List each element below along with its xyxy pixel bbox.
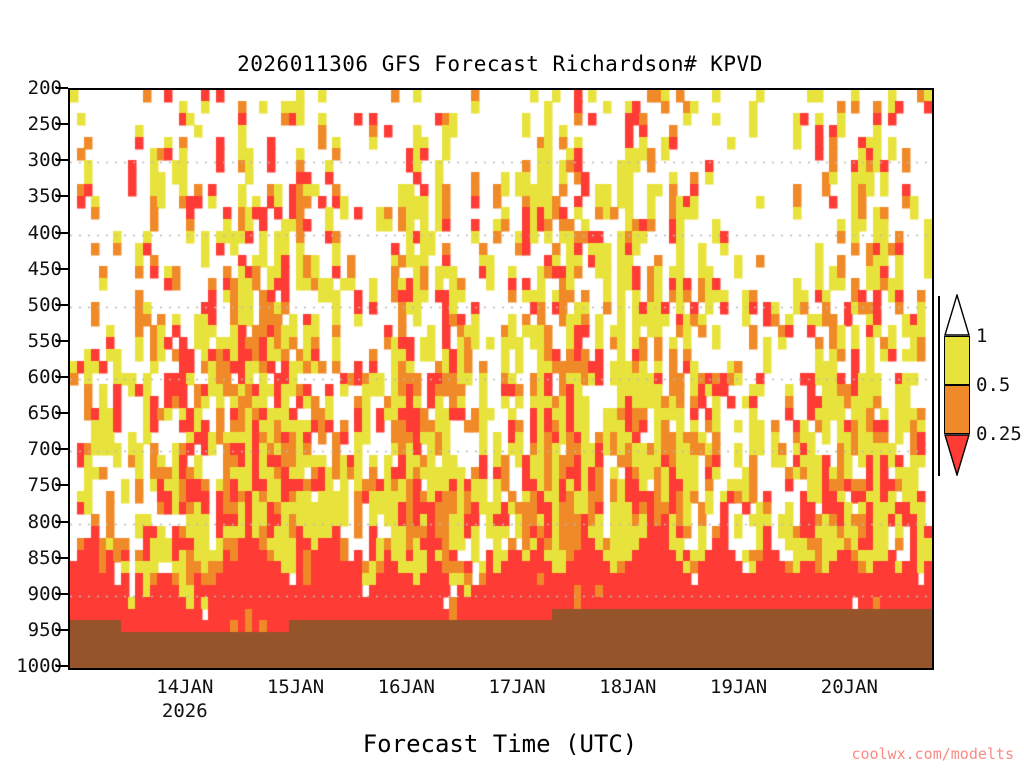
y-tick-label-350: 350 (27, 185, 62, 208)
colorbar-segment-0 (944, 336, 970, 385)
y-tick-mark-950 (56, 628, 68, 631)
y-tick-mark-700 (56, 448, 68, 451)
y-tick-label-400: 400 (27, 221, 62, 244)
colorbar-legend: 1 0.5 0.25 (938, 292, 1024, 478)
x-tick-date: 14JAN (156, 676, 214, 698)
y-tick-mark-1000 (56, 665, 68, 667)
colorbar-top-triangle (944, 292, 970, 336)
y-tick-label-450: 450 (27, 257, 62, 280)
y-tick-label-750: 750 (27, 474, 62, 497)
y-tick-mark-400 (56, 231, 68, 234)
y-axis-tick-marks (56, 87, 70, 670)
colorbar-tick-label-1: 1 (976, 325, 988, 347)
x-axis-title: Forecast Time (UTC) (362, 730, 638, 758)
x-tick-label-17JAN: 17JAN (488, 676, 545, 698)
y-tick-mark-800 (56, 520, 68, 523)
colorbar-tick-label-0.5: 0.5 (976, 374, 1011, 396)
y-tick-label-1000: 1000 (16, 655, 62, 677)
x-tick-date: 17JAN (488, 676, 546, 698)
y-tick-mark-650 (56, 412, 68, 415)
richardson-heatmap (70, 90, 932, 668)
y-tick-label-300: 300 (27, 149, 62, 172)
x-tick-date: 19JAN (710, 676, 768, 698)
y-tick-mark-550 (56, 339, 68, 342)
y-tick-mark-200 (56, 87, 68, 89)
site-watermark: coolwx.com/modelts (851, 745, 1014, 763)
y-tick-mark-350 (56, 195, 68, 198)
y-tick-mark-450 (56, 267, 68, 270)
y-tick-mark-900 (56, 592, 68, 595)
y-tick-mark-300 (56, 159, 68, 162)
y-tick-mark-850 (56, 556, 68, 559)
y-tick-label-550: 550 (27, 329, 62, 352)
y-tick-label-500: 500 (27, 293, 62, 316)
x-tick-label-15JAN: 15JAN (267, 676, 324, 698)
y-tick-mark-600 (56, 376, 68, 378)
y-tick-mark-500 (56, 303, 68, 306)
plot-area (68, 88, 934, 670)
x-tick-date: 18JAN (599, 676, 657, 698)
colorbar-bottom-triangle (944, 434, 970, 478)
y-tick-label-800: 800 (27, 510, 62, 533)
y-tick-label-600: 600 (27, 366, 62, 388)
y-tick-mark-250 (56, 123, 68, 126)
colorbar-segments (944, 336, 970, 434)
colorbar-segment-1 (944, 385, 970, 434)
y-axis-tick-labels: 200 250 300 350 400 450 500 550 600 650 700 750 800 8… (0, 77, 62, 677)
x-tick-label-20JAN: 20JAN (821, 676, 878, 698)
x-axis-tick-labels: 14JAN 2026 15JAN 16JAN 17JAN 18JAN 19JAN 20JAN (0, 676, 1024, 736)
x-tick-label-14JAN: 14JAN 2026 (156, 676, 213, 722)
y-tick-label-250: 250 (27, 113, 62, 136)
x-tick-label-16JAN: 16JAN (378, 676, 435, 698)
x-tick-date: 20JAN (820, 676, 878, 698)
colorbar-tick-label-0.25: 0.25 (976, 423, 1022, 445)
x-tick-date: 16JAN (377, 676, 435, 698)
x-axis-year-label: 2026 (161, 700, 208, 722)
colorbar-divider-rule (938, 296, 940, 476)
x-tick-date: 15JAN (266, 676, 325, 698)
x-tick-label-19JAN: 19JAN (710, 676, 767, 698)
y-tick-label-650: 650 (27, 402, 62, 425)
y-tick-label-850: 850 (27, 546, 62, 569)
chart-title: 2026011306 GFS Forecast Richardson# KPVD (237, 52, 763, 76)
x-tick-label-18JAN: 18JAN (599, 676, 656, 698)
y-tick-label-950: 950 (27, 618, 62, 641)
y-tick-label-700: 700 (27, 438, 62, 461)
y-tick-label-900: 900 (27, 582, 62, 605)
y-tick-mark-750 (56, 484, 68, 487)
y-tick-label-200: 200 (27, 77, 62, 99)
